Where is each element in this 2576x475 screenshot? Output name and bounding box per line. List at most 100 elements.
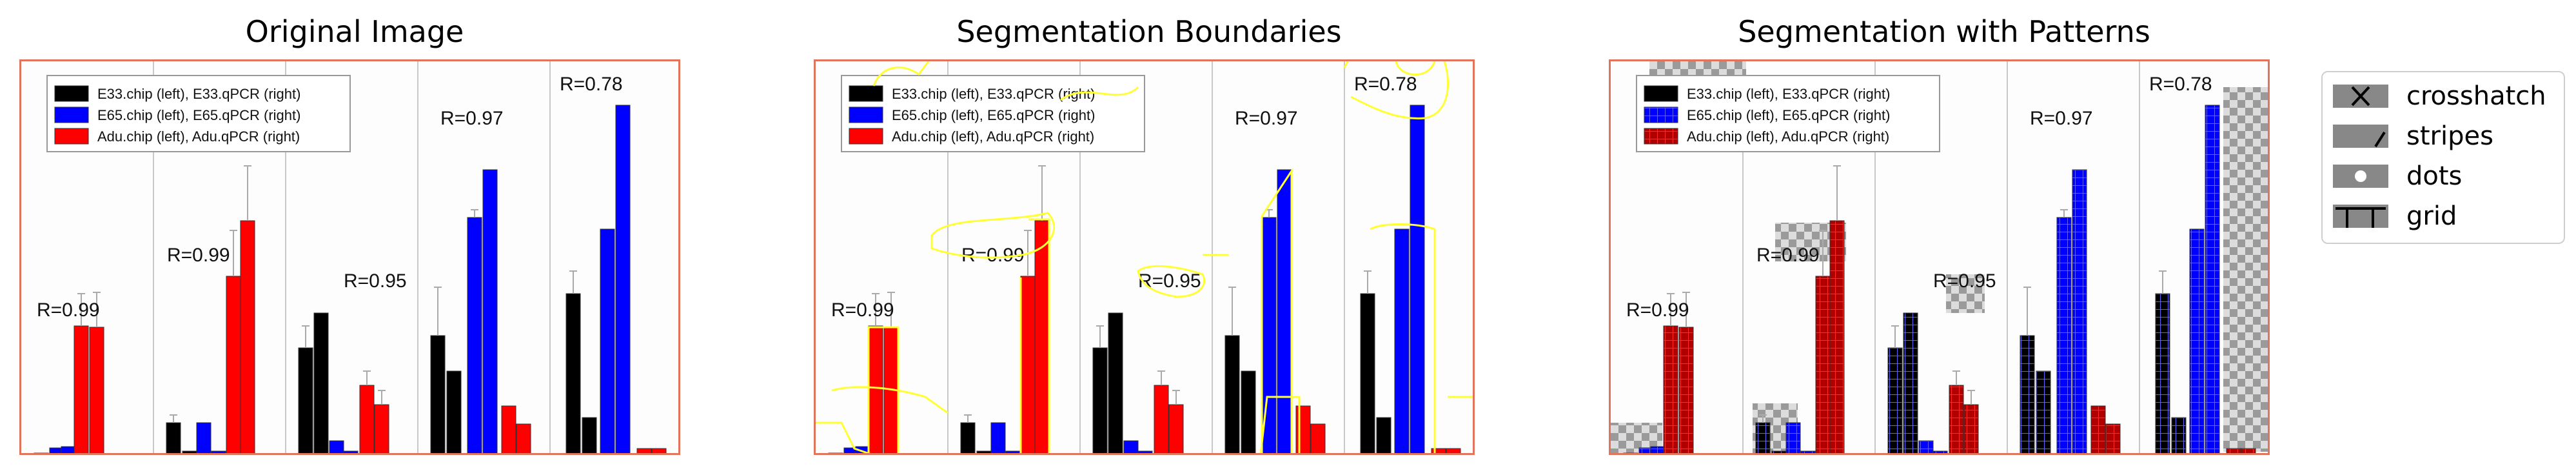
bar-red (1446, 448, 1461, 453)
bar-red (1310, 423, 1326, 453)
r-label: R=0.99 (1756, 245, 1820, 266)
bar-blue (2189, 228, 2205, 453)
inner-legend-label: Adu.chip (left), Adu.qPCR (right) (97, 128, 300, 145)
bar-red (2241, 448, 2256, 453)
bar-blue (600, 228, 615, 453)
r-label: R=0.99 (167, 245, 230, 266)
bar-black (34, 452, 49, 453)
bar-black (582, 417, 597, 453)
bar-black (960, 422, 976, 453)
segmentation-boundary (1137, 265, 1205, 298)
bar-black (430, 335, 446, 453)
bar-black (1360, 293, 1375, 453)
bar-red (240, 220, 255, 453)
stripes-icon (2333, 123, 2388, 149)
bar-blue (343, 450, 359, 453)
title-patterns: Segmentation with Patterns (1738, 14, 2150, 49)
bar-black (2155, 293, 2170, 453)
r-label: R=0.95 (1138, 270, 1201, 292)
bar-red (1663, 325, 1678, 453)
inner-legend-swatch (849, 85, 883, 102)
bar-blue (1123, 440, 1139, 453)
bar-red (1829, 220, 1845, 453)
bar-red (1154, 385, 1169, 453)
legend-label: stripes (2406, 121, 2493, 151)
legend-label: dots (2406, 161, 2463, 191)
bar-black (1903, 312, 1918, 453)
bar-blue (1785, 422, 1801, 453)
inner-legend (46, 75, 351, 152)
r-label: R=0.78 (2149, 74, 2212, 95)
r-label: R=0.97 (2030, 108, 2093, 129)
bar-black (446, 370, 462, 453)
bar-red (1034, 220, 1050, 453)
grid-icon (2333, 203, 2388, 229)
bar-black (1092, 347, 1108, 453)
legend-item-grid: grid (2333, 201, 2457, 231)
inner-legend-swatch (54, 85, 89, 102)
bar-red (1168, 404, 1184, 453)
bar-blue (2072, 169, 2087, 453)
r-label: R=0.95 (344, 270, 407, 292)
r-label: R=0.97 (440, 108, 504, 129)
crosshatch-icon (2333, 83, 2388, 109)
segmentation-boundary (1343, 61, 1349, 68)
bar-black (2171, 417, 2187, 453)
bar-black (1376, 417, 1391, 453)
inner-legend-swatch (849, 128, 883, 145)
r-label: R=0.78 (560, 74, 623, 95)
inner-legend-label: E65.chip (left), E65.qPCR (right) (892, 107, 1095, 123)
inner-legend (841, 75, 1145, 152)
bar-blue (1137, 450, 1153, 453)
bar-blue (1005, 450, 1021, 453)
inner-legend-label: E33.chip (left), E33.qPCR (right) (1687, 86, 1890, 102)
bar-black (1887, 347, 1903, 453)
panel-boundaries: R=0.99 R=0.99 R=0.95 R=0.97 R=0.78 E33.chip (… (814, 59, 1475, 455)
bar-blue (196, 422, 211, 453)
segmentation-boundary (1370, 223, 1436, 453)
segmentation-boundary (930, 212, 1055, 259)
bar-black (828, 452, 843, 453)
r-label: R=0.99 (1626, 299, 1689, 321)
inner-legend-swatch (54, 128, 89, 145)
segmentation-boundary (1019, 218, 1050, 453)
bar-red (1295, 405, 1311, 453)
bar-blue (990, 422, 1006, 453)
segmentation-boundary (867, 326, 900, 453)
segmentation-boundary (1060, 86, 1139, 101)
bar-red (651, 448, 667, 453)
bar-black (976, 450, 992, 453)
bar-red (1431, 448, 1446, 453)
bar-red (2105, 423, 2121, 453)
bar-black (1108, 312, 1123, 453)
inner-legend-label: Adu.chip (left), Adu.qPCR (right) (1687, 128, 1889, 145)
segmentation-boundary (1261, 167, 1293, 453)
bar-blue (1410, 105, 1425, 453)
segmentation-boundary (1350, 61, 1450, 119)
bar-black (298, 347, 313, 453)
bar-black (1241, 370, 1256, 453)
bar-red (516, 423, 531, 453)
title-original: Original Image (245, 14, 464, 49)
bar-black (2020, 335, 2035, 453)
bar-black (1224, 335, 1240, 453)
bar-blue (61, 446, 76, 453)
bar-blue (615, 105, 631, 453)
pattern-region (2223, 87, 2268, 452)
bar-red (501, 405, 516, 453)
bar-blue (1800, 450, 1816, 453)
r-label: R=0.99 (37, 299, 100, 321)
bar-red (1020, 276, 1036, 453)
r-label: R=0.95 (1933, 270, 1996, 292)
bar-black (1755, 422, 1771, 453)
legend-item-crosshatch: crosshatch (2333, 81, 2546, 111)
panel-patterns: R=0.99 R=0.99 R=0.95 R=0.97 R=0.78 E33.chip (… (1609, 59, 2270, 455)
inner-legend-swatch (1644, 106, 1678, 123)
inner-legend-swatch (54, 106, 89, 123)
segmentation-boundary (816, 421, 871, 453)
bar-blue (1277, 169, 1292, 453)
bar-red (1963, 404, 1979, 453)
bar-blue (1394, 228, 1410, 453)
inner-legend-label: E65.chip (left), E65.qPCR (right) (97, 107, 300, 123)
segmentation-boundary (831, 386, 949, 414)
